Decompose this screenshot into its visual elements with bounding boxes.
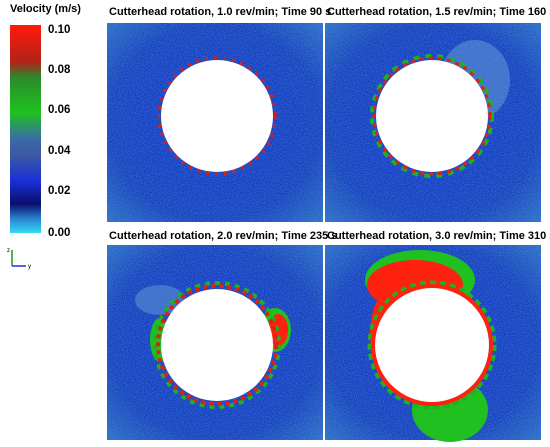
panel-image xyxy=(107,23,323,222)
colorbar-tick: 0.04 xyxy=(48,145,71,157)
axis-label: y xyxy=(28,264,31,270)
colorbar-title: Velocity (m/s) xyxy=(10,3,81,15)
panel-image xyxy=(325,23,541,222)
colorbar-tick: 0.08 xyxy=(48,64,71,76)
colorbar xyxy=(10,25,41,233)
colorbar-tick: 0.06 xyxy=(48,104,70,116)
colorbar-ticks: 0.10 0.08 0.06 0.04 0.02 0.00 xyxy=(48,24,71,239)
panel-title: Cutterhead rotation, 1.0 rev/min; Time 9… xyxy=(109,6,331,18)
axis-label: z xyxy=(7,248,10,254)
colorbar-tick: 0.00 xyxy=(48,227,70,239)
colorbar-tick: 0.02 xyxy=(48,185,70,197)
panel-title: Cutterhead rotation, 3.0 rev/min; Time 3… xyxy=(327,230,550,242)
panel-image xyxy=(107,245,323,440)
panel-title: Cutterhead rotation, 2.0 rev/min; Time 2… xyxy=(109,230,337,242)
panel-image xyxy=(325,245,541,442)
axes-icon: z y xyxy=(7,248,31,270)
panel-title: Cutterhead rotation, 1.5 rev/min; Time 1… xyxy=(327,6,550,18)
colorbar-tick: 0.10 xyxy=(48,24,70,36)
